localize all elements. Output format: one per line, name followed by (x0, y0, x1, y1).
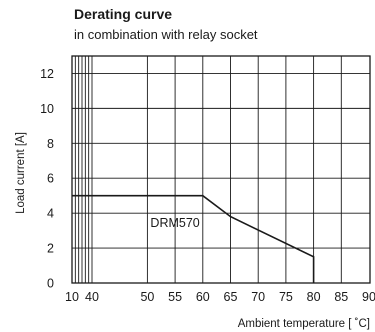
series-label: DRM570 (150, 216, 199, 230)
x-tick-label: 80 (307, 290, 321, 304)
x-tick-label: 90 (362, 290, 375, 304)
chart-title: Derating curve (74, 6, 173, 22)
series-group: DRM570 (72, 194, 315, 283)
chart-subtitle: in combination with relay socket (74, 27, 258, 42)
x-tick-label: 55 (168, 290, 182, 304)
x-tick-label: 60 (196, 290, 210, 304)
y-tick-label: 4 (47, 207, 54, 221)
plot-frame (71, 55, 371, 284)
y-tick-label: 12 (40, 67, 54, 81)
y-tick-label: 6 (47, 172, 54, 186)
series-line (72, 194, 315, 283)
y-axis-label: Load current [A] (15, 132, 27, 214)
y-tick-labels: 0 2 4 6 8 10 12 (40, 67, 54, 291)
y-tick-label: 2 (47, 242, 54, 256)
y-tick-label: 8 (47, 137, 54, 151)
x-axis-label: Ambient temperature [ ˚C] (238, 318, 370, 330)
x-tick-label: 50 (140, 290, 154, 304)
chart-grid (71, 55, 371, 284)
x-tick-label: 40 (85, 290, 99, 304)
x-tick-labels: 10 40 50 55 60 65 70 75 80 85 90 (65, 290, 375, 304)
x-tick-label: 70 (251, 290, 265, 304)
x-tick-label: 85 (334, 290, 348, 304)
x-tick-label: 75 (279, 290, 293, 304)
y-tick-label: 0 (47, 277, 54, 291)
x-tick-label: 10 (65, 290, 79, 304)
x-tick-label: 65 (224, 290, 238, 304)
y-tick-label: 10 (40, 102, 54, 116)
